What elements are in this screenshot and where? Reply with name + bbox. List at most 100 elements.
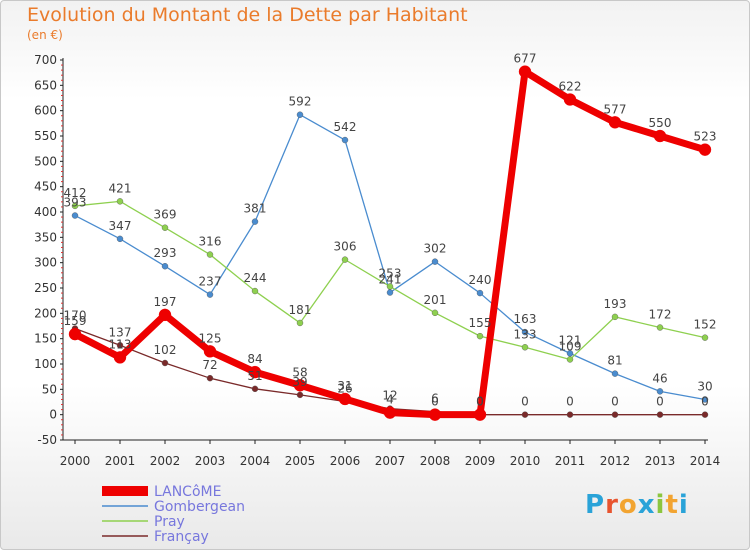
series-gombergean-value-label: 121 [559,333,582,347]
legend-lancome-label: LANCôME [154,484,221,500]
chart-axes: -500501001502002503003504004505005506006… [34,53,720,468]
y-tick-label: 200 [34,306,57,320]
logo-letter: r [605,490,619,520]
series-gombergean-point [476,289,484,297]
legend-pray-label: Pray [154,514,185,530]
series-francay-value-label: 26 [337,381,352,395]
series-lancome-value-label: 58 [292,365,307,379]
series-pray-point [521,344,529,351]
series-pray-point [566,356,574,363]
series-francay-value-label: 137 [109,325,132,339]
series-gombergean-point [611,370,619,377]
series-gombergean-value-label: 241 [379,273,402,287]
series-lancome-point [338,392,352,406]
series-pray-point [161,224,169,231]
series-lancome-value-label: 577 [604,102,627,116]
x-tick-label: 2001 [105,454,136,468]
y-tick-label: 500 [34,154,57,168]
x-tick-label: 2006 [330,454,361,468]
series-lancome-value-label: 622 [559,80,582,94]
series-pray-value-label: 316 [199,235,222,249]
series-pray-value-label: 201 [424,293,447,307]
series-gombergean-value-label: 592 [289,95,312,109]
x-tick-label: 2007 [375,454,406,468]
series-francay-point [161,359,169,367]
series-lancome-point [473,408,487,421]
series-pray-value-label: 306 [334,240,357,254]
x-tick-label: 2013 [645,454,676,468]
series-gombergean-point [521,328,529,336]
series-lancome-point [383,406,397,419]
series-francay-value-label: 0 [566,395,574,409]
x-tick-label: 2002 [150,454,181,468]
x-tick-label: 2014 [690,454,721,468]
series-pray-point [296,319,304,327]
series-francay-point [521,411,529,418]
series-lancome-value-label: 159 [64,314,87,328]
series-francay-point [656,411,664,418]
series-pray-point [71,202,79,210]
series-lancome-value-label: 125 [199,331,222,345]
y-tick-label: -50 [37,433,57,447]
series-lancome-point [68,327,82,341]
series-francay-point [206,374,214,382]
logo-letter: P [585,490,606,520]
series-lancome-value-label: 31 [337,379,352,393]
legend-gombergean-label: Gombergean [154,499,245,515]
series-pray-point [476,332,484,340]
x-tick-label: 2009 [465,454,496,468]
series-lancome-point [113,351,127,364]
series-lancome-point [563,93,577,106]
logo-letter: i [678,490,689,520]
legend-francay-label: Françay [154,529,209,545]
series-gombergean-point [251,218,259,225]
series-pray-value-label: 253 [379,266,402,280]
series-pray-point [611,313,619,321]
series-francay-point [296,391,304,399]
series-pray-value-label: 421 [109,181,132,195]
series-gombergean-value-label: 381 [244,202,267,216]
series-lancome-point [428,408,442,421]
series-gombergean-point [161,263,169,270]
series-pray-value-label: 193 [604,297,627,311]
y-tick-label: 150 [34,332,57,346]
y-tick-label: 300 [34,256,57,270]
y-tick-label: 650 [34,78,57,92]
series-layer [68,65,712,421]
series-lancome-value-label: 84 [247,352,262,366]
series-gombergean-point [71,212,79,219]
series-francay-point [566,411,574,418]
series-lancome-point [293,379,307,392]
series-francay-value-label: 0 [656,395,664,409]
series-lancome-point [203,345,217,358]
series-francay-value-label: 0 [701,395,709,409]
series-gombergean-point [386,289,394,296]
series-pray-point [386,283,394,290]
y-tick-label: 350 [34,230,57,244]
logo-letter: x [637,490,656,520]
y-tick-label: 50 [42,382,57,396]
x-tick-label: 2012 [600,454,631,468]
x-tick-label: 2010 [510,454,541,468]
series-pray-value-label: 109 [559,339,582,353]
series-pray-value-label: 181 [289,303,312,317]
series-francay-value-label: 0 [476,395,484,409]
series-gombergean-point [341,136,349,144]
logo-letter: t [665,490,679,520]
series-gombergean-value-label: 542 [334,120,357,134]
y-tick-label: 600 [34,104,57,118]
series-lancome-point [698,143,712,156]
series-gombergean-value-label: 293 [154,246,177,260]
series-francay-value-label: 72 [202,358,217,372]
series-gombergean-point [296,111,304,118]
series-lancome-value-label: 550 [649,116,672,130]
proxiti-logo: Proxiti [585,490,689,520]
series-pray-value-label: 412 [64,186,87,200]
series-gombergean-value-label: 302 [424,242,447,256]
x-tick-label: 2003 [195,454,226,468]
series-francay-value-label: 170 [64,309,87,323]
series-francay-point [251,385,259,393]
series-francay-value-label: 12 [382,389,397,403]
series-pray-value-label: 244 [244,271,267,285]
